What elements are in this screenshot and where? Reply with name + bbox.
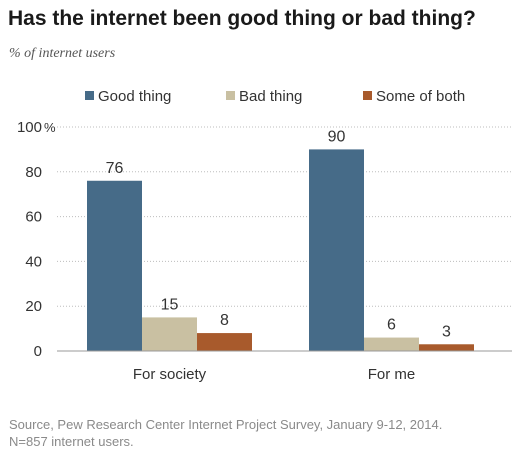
legend-label: Some of both: [376, 88, 465, 105]
data-label: 90: [328, 128, 346, 145]
y-axis: 0 20 40 60 80 100%: [17, 119, 56, 360]
chart-subtitle: % of internet users: [9, 46, 116, 61]
x-tick-label: For me: [368, 366, 416, 383]
bar: [197, 333, 252, 351]
y-tick-label: 20: [25, 298, 42, 315]
bar: [419, 344, 474, 351]
bar: [87, 180, 142, 351]
sample-size-line: N=857 internet users.: [9, 434, 134, 449]
source-line: Source, Pew Research Center Internet Pro…: [9, 417, 443, 432]
data-label: 8: [220, 312, 229, 329]
legend-label: Bad thing: [239, 88, 302, 105]
y-tick-label: 80: [25, 164, 42, 181]
data-label: 6: [387, 317, 396, 334]
chart-title: Has the internet been good thing or bad …: [8, 7, 476, 30]
y-tick-label: 0: [34, 343, 42, 360]
bar-chart: Good thing Bad thing Some of both 0 20 40 60 8…: [17, 88, 512, 383]
data-label: 3: [442, 323, 451, 340]
data-label: 15: [161, 296, 179, 313]
legend-label: Good thing: [98, 88, 171, 105]
x-axis: For society For me: [57, 350, 512, 383]
data-label: 76: [106, 160, 124, 177]
y-tick-label: 40: [25, 253, 42, 270]
x-tick-label: For society: [133, 366, 207, 383]
bar: [364, 337, 419, 351]
chart-legend: Good thing Bad thing Some of both: [85, 88, 465, 105]
y-tick-label: 100: [17, 119, 42, 136]
y-unit-label: %: [44, 120, 56, 135]
data-labels: 76 15 8 90 6 3: [106, 128, 451, 340]
y-tick-label: 60: [25, 209, 42, 226]
bar: [142, 317, 197, 351]
bars: [87, 149, 474, 351]
legend-swatch: [85, 91, 94, 100]
source-note: Source, Pew Research Center Internet Pro…: [9, 416, 442, 450]
bar: [309, 149, 364, 351]
legend-swatch: [226, 91, 235, 100]
legend-swatch: [363, 91, 372, 100]
